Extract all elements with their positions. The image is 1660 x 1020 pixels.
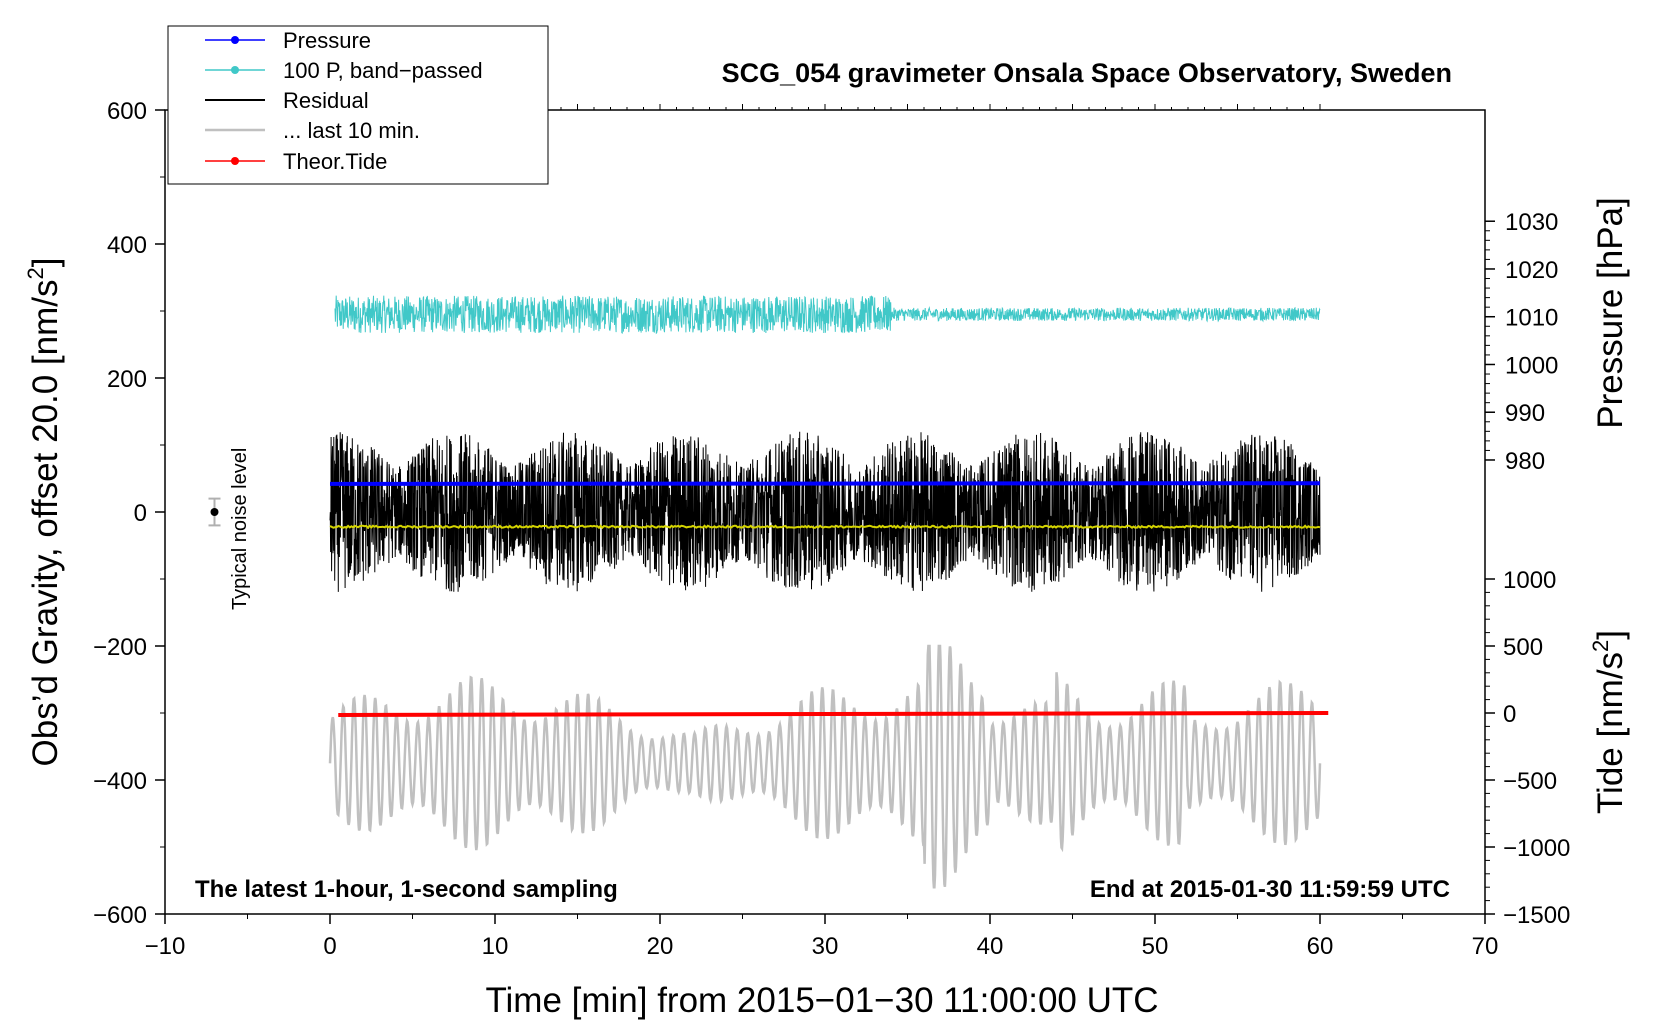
noise-level-marker [208, 497, 221, 527]
chart-title: SCG_054 gravimeter Onsala Space Observat… [722, 58, 1452, 88]
legend-item-residual: Residual [205, 88, 369, 113]
legend: Pressure 100 P, band−passed Residual ...… [167, 25, 549, 185]
x-tick-label: 10 [482, 933, 509, 960]
x-tick-label: 60 [1307, 933, 1334, 960]
legend-label-residual: Residual [283, 88, 369, 113]
residual-line [329, 431, 1321, 592]
residual-mean-line [329, 524, 1321, 530]
pressure-tick-label: 1000 [1505, 352, 1558, 379]
tide-tick-label: 0 [1503, 701, 1516, 728]
y-tick-label: −600 [93, 902, 147, 929]
note-end-time: End at 2015-01-30 11:59:59 UTC [1090, 876, 1450, 903]
legend-item-band-passed: 100 P, band−passed [205, 58, 483, 83]
legend-item-tide: Theor.Tide [205, 149, 387, 174]
legend-marker-band-passed [231, 66, 239, 74]
x-tick-label: 40 [977, 933, 1004, 960]
pressure-tick-label: 1010 [1505, 305, 1558, 332]
pressure-tick-label: 980 [1505, 448, 1545, 475]
series-band-passed-pressure [334, 295, 1321, 335]
series-last-10-min [328, 644, 1322, 889]
last-10-min-line [328, 644, 1322, 889]
note-sampling: The latest 1-hour, 1-second sampling [195, 876, 618, 903]
tide-tick-label: −1500 [1503, 902, 1570, 929]
legend-label-pressure: Pressure [283, 28, 371, 53]
legend-item-pressure: Pressure [205, 28, 371, 53]
legend-label-tide: Theor.Tide [283, 149, 387, 174]
band-passed-line [334, 295, 1321, 335]
series-pressure [329, 481, 1321, 486]
x-tick-label: 0 [323, 933, 336, 960]
series-theoretical-tide [338, 711, 1329, 718]
series-residual-mean [329, 524, 1321, 530]
series-residual [329, 431, 1321, 592]
legend-marker-tide [231, 157, 239, 165]
x-tick-label: 30 [812, 933, 839, 960]
tide-tick-label: 1000 [1503, 567, 1556, 594]
y-tick-label: −200 [93, 634, 147, 661]
legend-marker-pressure [231, 36, 239, 44]
x-tick-label: 70 [1472, 933, 1499, 960]
legend-label-band-passed: 100 P, band−passed [283, 58, 483, 83]
legend-box [167, 25, 549, 185]
pressure-tick-label: 1020 [1505, 257, 1558, 284]
y-axis-title-gravity: Obs’d Gravity, offset 20.0 [nm/s2] [23, 258, 65, 767]
y-tick-label: 400 [107, 232, 147, 259]
tide-tick-label: −500 [1503, 768, 1557, 795]
tide-tick-label: 500 [1503, 634, 1543, 661]
y-tick-label: 600 [107, 98, 147, 125]
x-tick-label: 20 [647, 933, 674, 960]
pressure-tick-label: 990 [1505, 400, 1545, 427]
x-axis-title: Time [min] from 2015−01−30 11:00:00 UTC [485, 981, 1158, 1020]
noise-level-label: Typical noise level [229, 448, 251, 610]
y-tick-label: −400 [93, 768, 147, 795]
x-tick-label: 50 [1142, 933, 1169, 960]
x-tick-label: −10 [145, 933, 186, 960]
y-axis-title-tide: Tide [nm/s2] [1588, 630, 1630, 814]
pressure-line [329, 481, 1321, 486]
y-tick-label: 0 [134, 500, 147, 527]
noise-level-point [210, 508, 219, 516]
pressure-tick-label: 1030 [1505, 209, 1558, 236]
tide-line [338, 711, 1329, 718]
tide-tick-label: −1000 [1503, 835, 1570, 862]
legend-item-last-10-min: ... last 10 min. [205, 118, 420, 143]
legend-label-last-10-min: ... last 10 min. [283, 118, 420, 143]
y-tick-label: 200 [107, 366, 147, 393]
axis-ticks: −10 0 10 20 30 40 50 60 70−600−400−2000200400600… [93, 98, 1570, 960]
y-axis-title-pressure: Pressure [hPa] [1591, 197, 1630, 429]
